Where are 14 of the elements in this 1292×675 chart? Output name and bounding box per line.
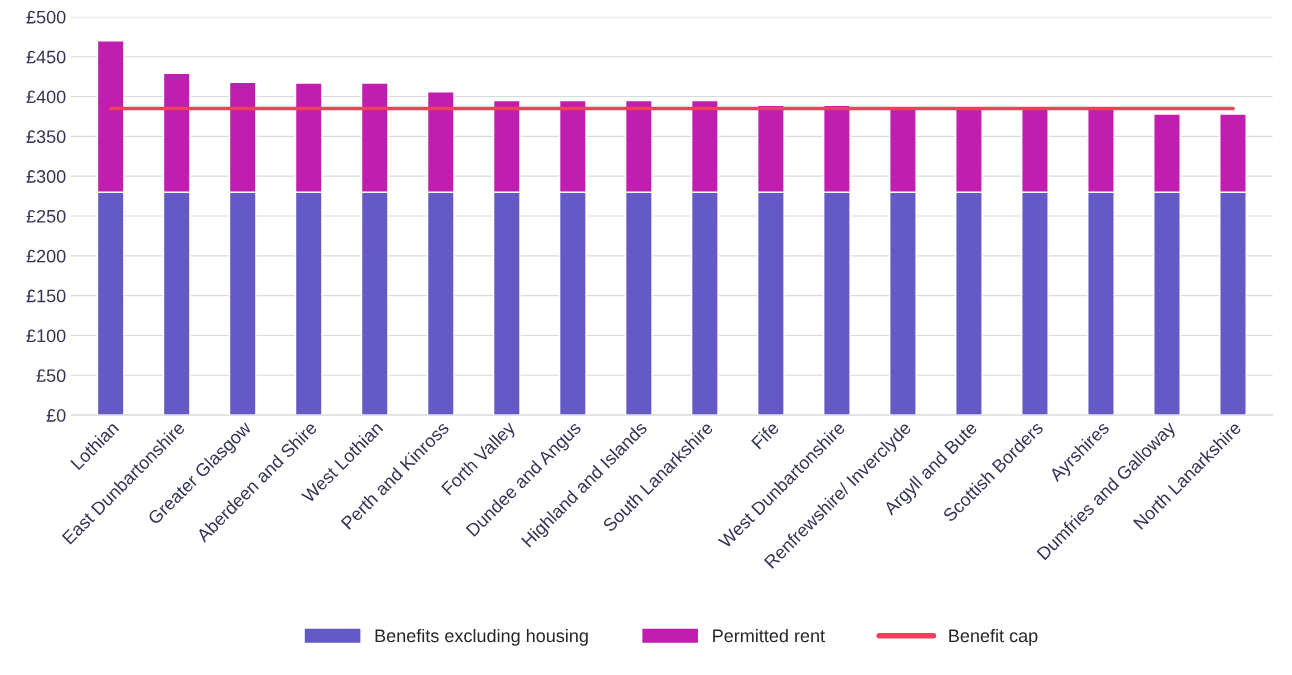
y-tick-label: £450 bbox=[26, 50, 66, 64]
y-tick-label: £300 bbox=[26, 170, 66, 183]
y-tick-label: £500 bbox=[26, 10, 66, 24]
legend-label: Benefits excluding housing bbox=[375, 628, 588, 646]
y-tick-label: £150 bbox=[26, 289, 66, 303]
y-tick-label: £350 bbox=[26, 130, 66, 144]
legend-label: Benefit cap bbox=[949, 628, 1038, 646]
y-tick-label: £0 bbox=[46, 409, 66, 422]
y-tick-label: £100 bbox=[26, 329, 66, 343]
y-tick-label: £200 bbox=[26, 249, 66, 263]
y-tick-label: £400 bbox=[26, 90, 66, 104]
legend-label: Permitted rent bbox=[713, 628, 825, 643]
y-tick-label: £250 bbox=[26, 209, 66, 223]
y-tick-label: £50 bbox=[36, 369, 66, 383]
